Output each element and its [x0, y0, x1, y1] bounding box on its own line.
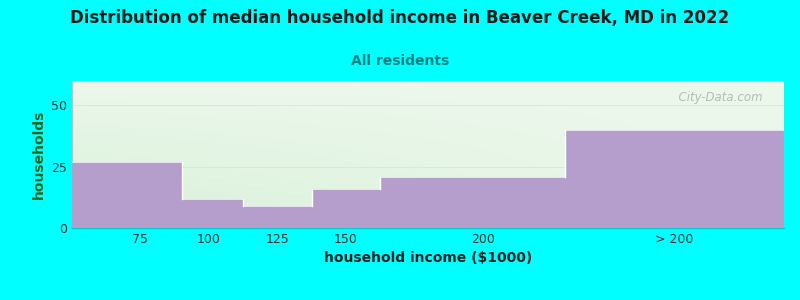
Text: All residents: All residents	[351, 54, 449, 68]
Text: City-Data.com: City-Data.com	[671, 91, 762, 104]
Bar	[72, 162, 182, 228]
Bar	[380, 176, 565, 228]
Bar	[565, 130, 784, 228]
Bar	[182, 199, 243, 228]
X-axis label: household income ($1000): household income ($1000)	[324, 251, 532, 266]
Bar	[312, 189, 380, 228]
Text: Distribution of median household income in Beaver Creek, MD in 2022: Distribution of median household income …	[70, 9, 730, 27]
Bar	[243, 206, 312, 228]
Y-axis label: households: households	[31, 110, 46, 199]
